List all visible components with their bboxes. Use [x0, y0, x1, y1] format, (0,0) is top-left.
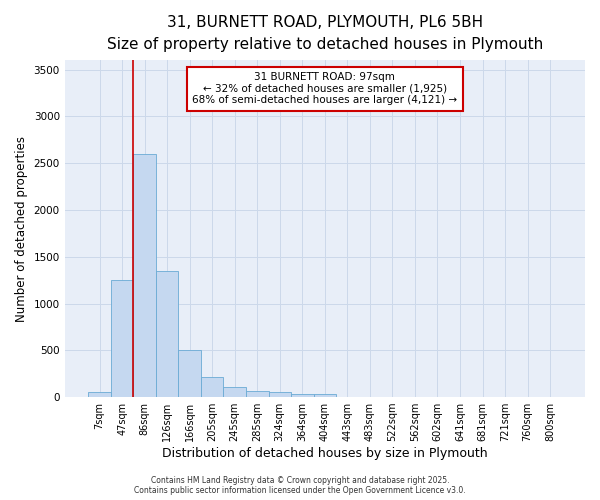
X-axis label: Distribution of detached houses by size in Plymouth: Distribution of detached houses by size …	[162, 447, 488, 460]
Bar	[178, 350, 201, 397]
Bar	[269, 392, 291, 397]
Bar	[291, 394, 314, 397]
Y-axis label: Number of detached properties: Number of detached properties	[15, 136, 28, 322]
Bar	[314, 394, 336, 397]
Bar	[201, 378, 223, 397]
Bar	[246, 392, 269, 397]
Bar	[156, 271, 178, 397]
Bar	[223, 387, 246, 397]
Bar	[133, 154, 156, 397]
Bar	[111, 280, 133, 397]
Text: Contains HM Land Registry data © Crown copyright and database right 2025.
Contai: Contains HM Land Registry data © Crown c…	[134, 476, 466, 495]
Title: 31, BURNETT ROAD, PLYMOUTH, PL6 5BH
Size of property relative to detached houses: 31, BURNETT ROAD, PLYMOUTH, PL6 5BH Size…	[107, 15, 543, 52]
Text: 31 BURNETT ROAD: 97sqm
← 32% of detached houses are smaller (1,925)
68% of semi-: 31 BURNETT ROAD: 97sqm ← 32% of detached…	[192, 72, 457, 106]
Bar	[88, 392, 111, 397]
